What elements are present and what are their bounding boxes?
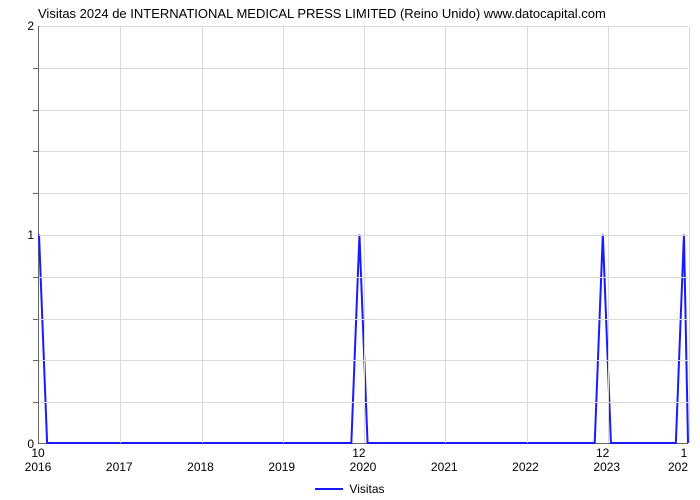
data-point-label: 12 (596, 446, 609, 460)
y-minor-tick (33, 402, 38, 403)
legend: Visitas (0, 482, 700, 496)
x-gridline (689, 26, 690, 443)
legend-label: Visitas (349, 482, 384, 496)
y-gridline (39, 151, 688, 152)
x-tick-label: 2016 (25, 460, 52, 474)
x-tick-label: 2021 (431, 460, 458, 474)
y-minor-tick (33, 360, 38, 361)
y-gridline (39, 68, 688, 69)
plot-area (38, 26, 688, 444)
y-minor-tick (33, 151, 38, 152)
x-tick-label: 2018 (187, 460, 214, 474)
y-tick-label: 1 (6, 228, 34, 242)
y-minor-tick (33, 319, 38, 320)
x-tick-label: 2023 (593, 460, 620, 474)
data-point-label: 10 (31, 446, 44, 460)
y-minor-tick (33, 277, 38, 278)
y-minor-tick (33, 68, 38, 69)
x-tick-label: 2017 (106, 460, 133, 474)
y-gridline (39, 360, 688, 361)
legend-swatch (315, 488, 343, 490)
y-gridline (39, 402, 688, 403)
y-gridline (39, 193, 688, 194)
chart-title: Visitas 2024 de INTERNATIONAL MEDICAL PR… (38, 6, 606, 21)
x-tick-label: 2022 (512, 460, 539, 474)
y-tick-label: 2 (6, 19, 34, 33)
y-gridline (39, 26, 688, 27)
chart-container: Visitas 2024 de INTERNATIONAL MEDICAL PR… (0, 0, 700, 500)
x-tick-label: 2020 (350, 460, 377, 474)
y-gridline (39, 110, 688, 111)
y-gridline (39, 277, 688, 278)
y-gridline (39, 235, 688, 236)
y-gridline (39, 319, 688, 320)
x-tick-label: 2019 (268, 460, 295, 474)
y-minor-tick (33, 193, 38, 194)
y-tick-label: 0 (6, 437, 34, 451)
data-point-label: 1 (681, 446, 688, 460)
data-point-label: 12 (352, 446, 365, 460)
y-minor-tick (33, 110, 38, 111)
x-tick-label: 202 (668, 460, 688, 474)
